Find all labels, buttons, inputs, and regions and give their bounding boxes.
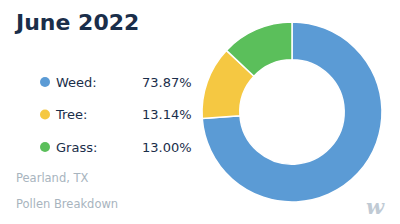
background: [0, 0, 400, 224]
legend-label: Tree:: [55, 107, 87, 122]
legend-swatch: [40, 142, 50, 152]
title: June 2022: [14, 10, 139, 35]
legend-value: 13.14%: [142, 107, 192, 122]
watermark: w: [366, 194, 385, 219]
legend-value: 13.00%: [142, 140, 192, 155]
legend-value: 73.87%: [142, 75, 192, 90]
slice: [202, 22, 382, 202]
legend-label: Grass:: [56, 140, 97, 155]
slice: [226, 22, 292, 76]
donut: [202, 22, 382, 202]
subtitle: Pearland, TX: [16, 171, 89, 185]
legend-label: Weed:: [56, 75, 97, 90]
legend-swatch: [40, 77, 50, 87]
chart: June 2022 Weed: 73.87% Tree: 13.14% Grass: 13.…: [0, 0, 400, 224]
legend-swatch: [40, 110, 50, 120]
legend: Weed: 73.87% Tree: 13.14% Grass: 13.00%: [40, 75, 192, 155]
subtitle: Pollen Breakdown: [16, 197, 118, 211]
